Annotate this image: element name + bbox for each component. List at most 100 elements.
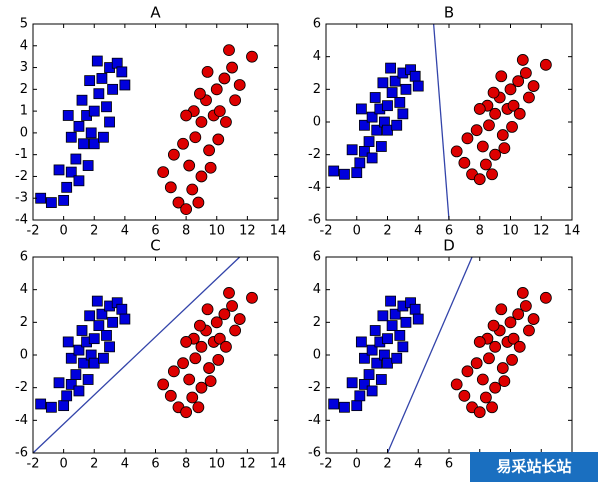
- point: [203, 362, 215, 374]
- point: [450, 378, 463, 391]
- point: [389, 308, 401, 320]
- point: [229, 324, 242, 337]
- point: [180, 336, 193, 348]
- point: [119, 313, 131, 325]
- point: [355, 103, 367, 115]
- point: [107, 83, 119, 95]
- point: [539, 291, 552, 304]
- x-tick-label: 2: [383, 224, 391, 239]
- point: [91, 295, 103, 307]
- point: [177, 357, 189, 370]
- point: [377, 310, 389, 322]
- point: [195, 381, 208, 394]
- y-tick-label: -1: [15, 147, 28, 162]
- point: [78, 138, 89, 150]
- point: [487, 319, 500, 332]
- point: [195, 170, 208, 183]
- y-tick-label: 2: [20, 315, 28, 330]
- x-tick-label: 4: [414, 457, 422, 472]
- subplot-title: D: [443, 237, 455, 255]
- point: [527, 80, 540, 92]
- point: [489, 148, 502, 161]
- point: [201, 66, 214, 78]
- point: [119, 79, 131, 91]
- x-tick-label: -2: [27, 457, 40, 472]
- point: [476, 140, 489, 153]
- x-tick-label: 0: [59, 457, 67, 472]
- point: [183, 373, 196, 386]
- point: [189, 131, 202, 144]
- point: [172, 196, 185, 209]
- point: [496, 129, 509, 141]
- point: [359, 119, 370, 131]
- point: [483, 352, 495, 365]
- point: [394, 329, 406, 341]
- subplot: C -2 0 2 4 6 8 10 12 14 -6 -4 -2 0 2 4 6: [15, 237, 286, 472]
- point: [167, 365, 180, 378]
- point: [458, 156, 471, 169]
- point: [157, 166, 170, 178]
- point: [101, 101, 112, 113]
- point: [461, 132, 474, 145]
- point: [354, 157, 366, 169]
- point: [461, 365, 474, 378]
- point: [104, 116, 115, 128]
- point: [58, 400, 70, 412]
- point: [233, 313, 246, 325]
- point: [412, 313, 424, 325]
- point: [386, 320, 398, 332]
- x-tick-label: 12: [239, 457, 256, 472]
- point: [470, 357, 483, 370]
- y-tick-label: 2: [313, 82, 321, 97]
- x-tick-label: 4: [121, 224, 129, 239]
- point: [496, 362, 509, 374]
- point: [91, 55, 103, 67]
- x-tick-label: 0: [353, 457, 361, 472]
- point: [489, 340, 502, 353]
- x-tick-label: 8: [182, 457, 190, 472]
- point: [164, 181, 177, 194]
- point: [346, 144, 358, 156]
- point: [76, 94, 88, 106]
- point: [391, 119, 403, 131]
- point: [229, 94, 242, 107]
- point: [62, 110, 74, 121]
- point: [397, 108, 409, 120]
- y-tick-label: 6: [20, 250, 28, 265]
- point: [183, 159, 196, 172]
- point: [212, 353, 225, 366]
- point: [195, 116, 208, 128]
- point: [88, 357, 100, 369]
- point: [363, 369, 375, 381]
- point: [498, 375, 511, 388]
- point: [61, 390, 73, 402]
- point: [339, 168, 350, 180]
- point: [371, 124, 383, 136]
- point: [382, 357, 393, 369]
- point: [65, 352, 77, 364]
- point: [101, 329, 112, 341]
- y-tick-label: -3: [15, 191, 28, 206]
- point: [177, 137, 189, 150]
- point: [506, 121, 518, 133]
- x-tick-label: 0: [59, 224, 67, 239]
- point: [189, 352, 202, 365]
- y-tick-label: 0: [313, 115, 321, 130]
- point: [78, 357, 89, 369]
- x-tick-label: 12: [239, 224, 256, 239]
- point: [73, 120, 85, 132]
- point: [382, 333, 393, 345]
- point: [339, 401, 350, 413]
- point: [104, 341, 115, 353]
- y-tick-label: 2: [313, 315, 321, 330]
- point: [512, 75, 525, 88]
- point: [470, 124, 483, 137]
- point: [107, 316, 119, 328]
- x-tick-label: 2: [90, 224, 98, 239]
- x-tick-label: 8: [182, 224, 190, 239]
- point: [192, 401, 205, 414]
- y-tick-label: 1: [20, 104, 28, 119]
- y-tick-label: -6: [15, 446, 28, 461]
